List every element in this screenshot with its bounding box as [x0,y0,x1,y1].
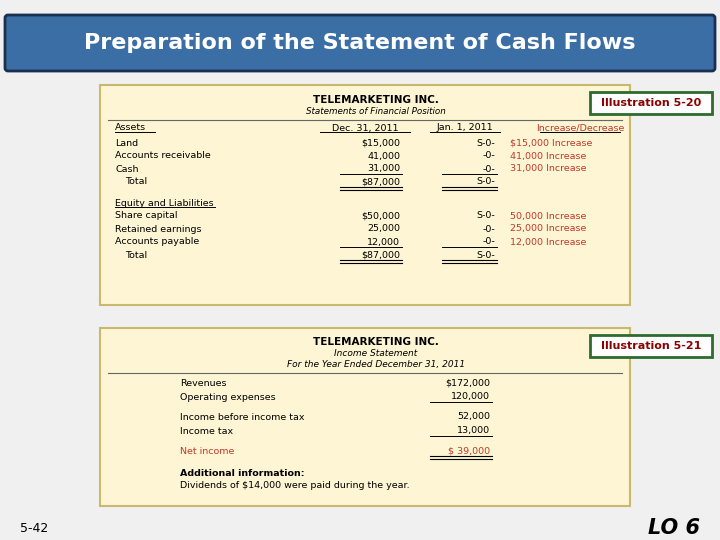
Text: 5-42: 5-42 [20,522,48,535]
Text: Additional information:: Additional information: [180,469,305,477]
Text: Dec. 31, 2011: Dec. 31, 2011 [332,124,398,132]
Text: 41,000: 41,000 [367,152,400,160]
Bar [590,92,712,114]
Text: $15,000: $15,000 [361,138,400,147]
Text: Share capital: Share capital [115,212,178,220]
Text: TELEMARKETING INC.: TELEMARKETING INC. [312,337,438,347]
Text: Illustration 5-21: Illustration 5-21 [600,341,701,351]
Text: Illustration 5-20: Illustration 5-20 [601,98,701,108]
Text: 41,000 Increase: 41,000 Increase [510,152,586,160]
Text: $15,000 Increase: $15,000 Increase [510,138,593,147]
Text: LO 6: LO 6 [648,518,700,538]
Text: Cash: Cash [115,165,138,173]
Text: 31,000: 31,000 [367,165,400,173]
Text: Equity and Liabilities: Equity and Liabilities [115,199,214,207]
Bar [590,335,712,357]
Text: Income tax: Income tax [180,427,233,435]
Text: 12,000: 12,000 [367,238,400,246]
Text: Increase/Decrease: Increase/Decrease [536,124,624,132]
Bar [100,328,630,506]
Text: $172,000: $172,000 [445,379,490,388]
Text: Accounts receivable: Accounts receivable [115,152,211,160]
Text: S-0-: S-0- [476,251,495,260]
Text: -0-: -0- [482,225,495,233]
Text: S-0-: S-0- [476,212,495,220]
Text: -0-: -0- [482,165,495,173]
Text: 13,000: 13,000 [457,427,490,435]
Text: Dividends of $14,000 were paid during the year.: Dividends of $14,000 were paid during th… [180,482,410,490]
Text: Total: Total [125,251,147,260]
Text: Total: Total [125,178,147,186]
FancyBboxPatch shape [5,15,715,71]
Text: Preparation of the Statement of Cash Flows: Preparation of the Statement of Cash Flo… [84,33,636,53]
Text: 52,000: 52,000 [457,413,490,422]
Text: 25,000 Increase: 25,000 Increase [510,225,586,233]
Text: For the Year Ended December 31, 2011: For the Year Ended December 31, 2011 [287,361,464,369]
Text: 120,000: 120,000 [451,393,490,402]
Text: Assets: Assets [115,124,146,132]
Bar [100,85,630,305]
Text: Land: Land [115,138,138,147]
Text: -0-: -0- [482,152,495,160]
Text: Operating expenses: Operating expenses [180,393,276,402]
Text: Statements of Financial Position: Statements of Financial Position [306,107,446,117]
Text: $ 39,000: $ 39,000 [448,447,490,456]
Text: $87,000: $87,000 [361,178,400,186]
Text: S-0-: S-0- [476,178,495,186]
Text: Jan. 1, 2011: Jan. 1, 2011 [437,124,493,132]
Text: 31,000 Increase: 31,000 Increase [510,165,587,173]
Text: 25,000: 25,000 [367,225,400,233]
Text: 12,000 Increase: 12,000 Increase [510,238,586,246]
Text: Income before income tax: Income before income tax [180,413,305,422]
Text: Revenues: Revenues [180,379,227,388]
Text: Accounts payable: Accounts payable [115,238,199,246]
Text: Net income: Net income [180,447,235,456]
Text: Income Statement: Income Statement [334,349,417,359]
Text: $87,000: $87,000 [361,251,400,260]
Text: TELEMARKETING INC.: TELEMARKETING INC. [312,95,438,105]
Text: S-0-: S-0- [476,138,495,147]
Text: $50,000: $50,000 [361,212,400,220]
Text: 50,000 Increase: 50,000 Increase [510,212,586,220]
Text: -0-: -0- [482,238,495,246]
Text: Retained earnings: Retained earnings [115,225,202,233]
